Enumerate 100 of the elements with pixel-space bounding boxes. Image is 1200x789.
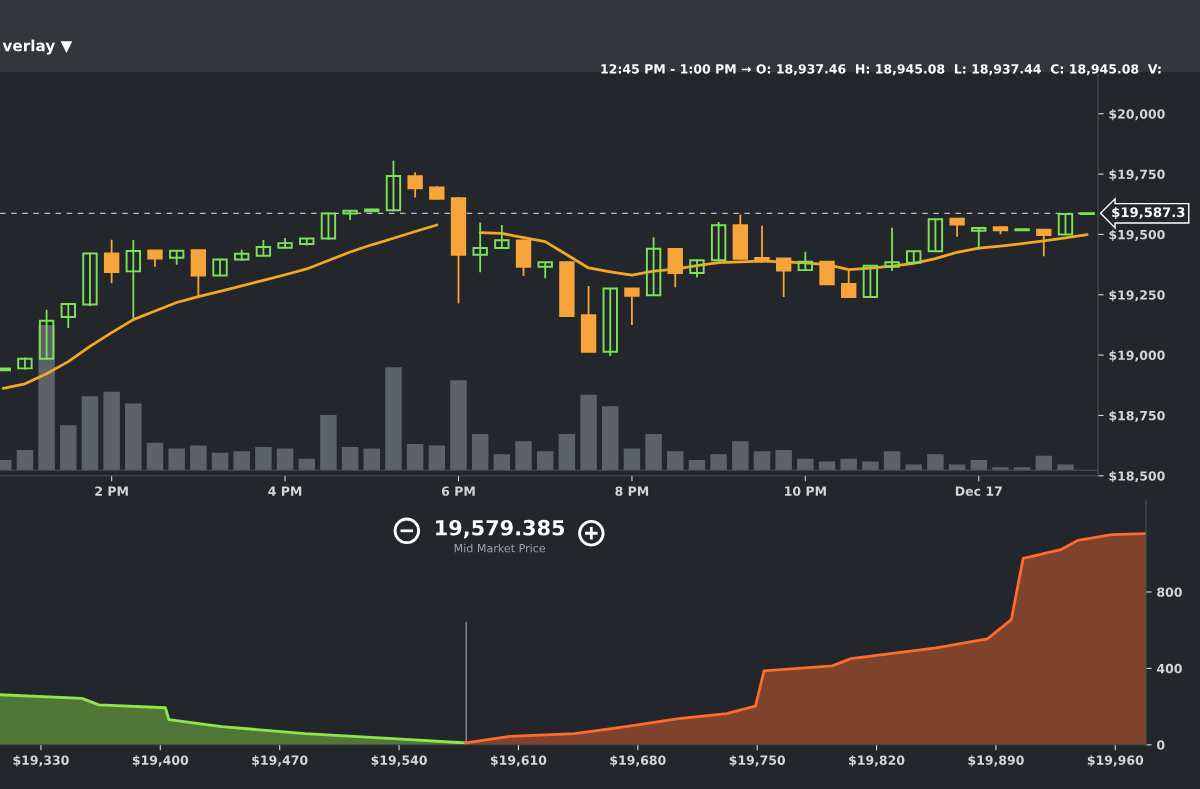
x-tick-label: 6 PM (441, 486, 475, 496)
candlestick (645, 236, 662, 297)
bar (450, 380, 467, 471)
candlestick (472, 221, 488, 274)
candlestick (775, 257, 792, 298)
bar (948, 464, 966, 471)
x-tick-label: $19,610 (490, 755, 547, 767)
bar (927, 454, 944, 471)
bar (883, 451, 901, 471)
x-tick-label: 8 PM (615, 486, 649, 496)
bar (602, 406, 619, 471)
x-tick-label: $19,400 (132, 755, 189, 767)
candlestick (754, 224, 770, 261)
bar (233, 451, 250, 471)
candlestick (841, 269, 857, 299)
bar (753, 451, 771, 471)
bar (515, 441, 532, 471)
y-tick-label: 400 (1156, 663, 1182, 674)
annotation: 12:45 PM - 1:00 PM → O: 18,937.46 H: 18,945.08 L: 18,937.44 C: 18,945.08 V: (601, 64, 1161, 76)
bar (493, 454, 511, 471)
bar (558, 433, 576, 471)
x-tick-label: Dec 17 (955, 486, 1002, 496)
candlestick (125, 239, 142, 319)
bar (146, 442, 164, 471)
bar (1057, 464, 1074, 471)
text: verlay ▼ (2, 39, 73, 55)
bar (992, 467, 1009, 471)
candlestick (710, 221, 727, 262)
bar (211, 452, 229, 471)
bar (168, 448, 185, 471)
y-tick-label: $18,500 (1109, 471, 1165, 483)
y-tick-label: 0 (1157, 740, 1165, 750)
y-tick-label: $19,750 (1109, 169, 1165, 181)
x-tick-label: $19,470 (252, 755, 308, 767)
bar (645, 433, 662, 471)
x-tick-label: $19,890 (968, 755, 1024, 767)
x-tick-label: $19,680 (610, 755, 666, 767)
candlestick (103, 238, 120, 285)
bar (298, 458, 315, 471)
bar (320, 415, 337, 471)
bar (190, 445, 207, 471)
bar (775, 449, 792, 471)
candlestick (602, 287, 618, 357)
candlestick (385, 159, 402, 213)
bar (732, 441, 749, 471)
y-tick-label: $19,500 (1109, 229, 1165, 242)
bar (1013, 467, 1031, 471)
x-tick-label: 10 PM (785, 486, 826, 496)
y-tick-label: $19,000 (1109, 350, 1165, 362)
candlestick (971, 226, 987, 251)
bar (125, 403, 142, 471)
candlestick (797, 250, 814, 272)
candlestick (82, 251, 98, 308)
bar (385, 367, 402, 471)
bar (905, 464, 922, 471)
bar (255, 447, 272, 471)
x-tick-label: 4 PM (268, 486, 302, 496)
candlestick (624, 287, 640, 326)
annotation: Mid Market Price (454, 543, 546, 553)
bar (667, 451, 684, 471)
bar (341, 447, 359, 471)
bar (623, 448, 641, 471)
bar (688, 460, 706, 471)
candlestick (320, 211, 337, 241)
y-tick-label: $18,750 (1109, 410, 1165, 423)
bar (60, 425, 77, 471)
bar (428, 445, 446, 471)
candlestick (1057, 212, 1074, 236)
x-tick-label: $19,330 (13, 755, 69, 767)
candlestick (927, 217, 944, 253)
x-tick-label: $19,960 (1087, 755, 1144, 767)
candlestick (255, 239, 272, 258)
candlestick (884, 226, 900, 273)
bar (710, 454, 727, 471)
bar (471, 433, 489, 471)
y-tick-label: $20,000 (1109, 109, 1165, 121)
ref-line-label: $19,587.3 (1112, 206, 1185, 219)
bar (840, 458, 857, 471)
candlestick (212, 258, 228, 277)
bar (797, 458, 814, 471)
bar (406, 444, 424, 471)
x-tick-label: $19,540 (371, 755, 427, 767)
bar (16, 449, 34, 471)
bar (580, 394, 597, 471)
x-tick-label: 2 PM (95, 486, 128, 496)
candlestick (494, 224, 510, 250)
bar (276, 448, 294, 471)
y-tick-label: 800 (1157, 587, 1182, 597)
candlestick (407, 171, 423, 199)
candlestick (60, 302, 76, 329)
bar (862, 461, 879, 471)
candlestick (862, 264, 879, 299)
bar (363, 448, 381, 471)
bar (536, 451, 554, 471)
x-tick-label: $19,750 (729, 755, 786, 767)
x-tick-label: $19,820 (849, 755, 905, 767)
candlestick (1036, 228, 1052, 258)
y-tick-label: $19,250 (1109, 290, 1165, 302)
bar (81, 396, 99, 471)
bar (1035, 455, 1053, 471)
